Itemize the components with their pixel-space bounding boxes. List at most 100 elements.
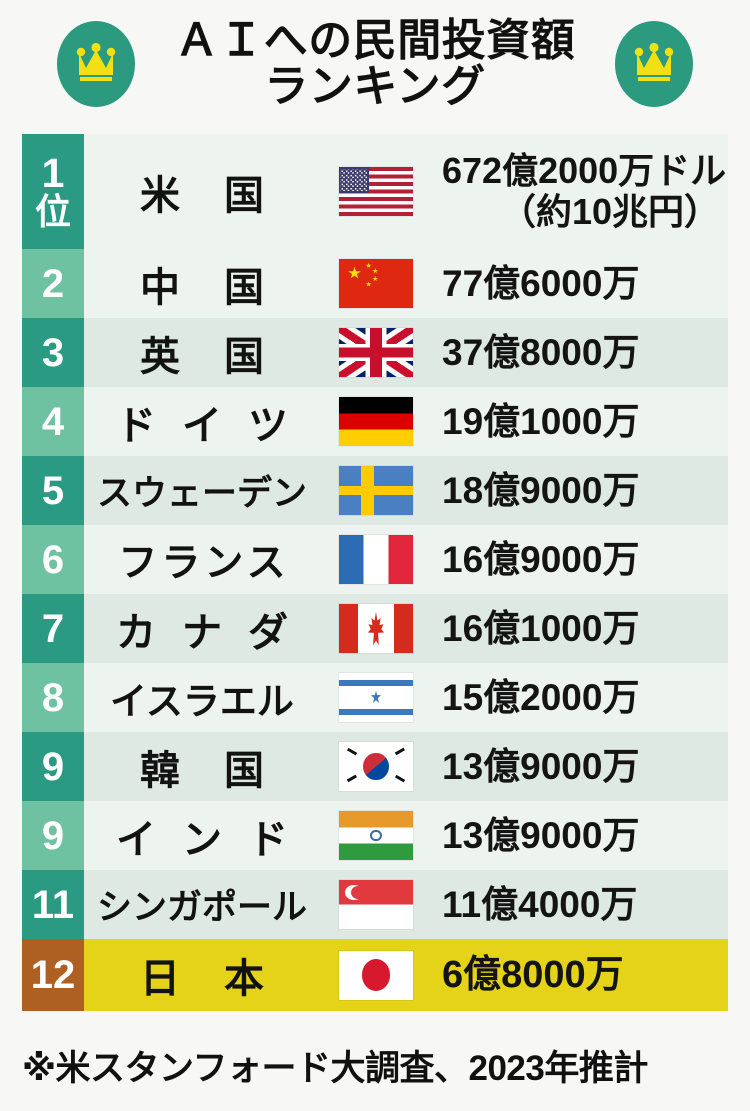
source-note: ※米スタンフォード大調査、2023年推計 (22, 1049, 648, 1088)
amount-cell: 15億2000万 (432, 663, 728, 732)
rank-number: 9 (41, 744, 65, 789)
rank-number: 2 (41, 261, 65, 306)
table-row: 9 インド 13億9000万 (22, 801, 728, 870)
country-name: 日本 (140, 957, 308, 1001)
flag-south-korea-icon (339, 742, 413, 791)
flag-cell (320, 801, 432, 870)
amount-cell: 77億6000万 (432, 249, 728, 318)
flag-israel-icon (339, 673, 413, 722)
amount-cell: 37億8000万 (432, 318, 728, 387)
table-row: 3 英国 37億8000万 (22, 318, 728, 387)
flag-india-icon (339, 811, 413, 860)
rank-badge: 6 (22, 525, 84, 594)
country-name: ドイツ (116, 403, 314, 448)
rank-badge: 5 (22, 456, 84, 525)
amount-value: 11億4000万 (442, 883, 638, 925)
flag-cell (320, 134, 432, 249)
rank-badge: 4 (22, 387, 84, 456)
flag-france-icon (339, 535, 413, 584)
rank-number: 8 (41, 675, 65, 720)
rank-number: 9 (41, 813, 65, 858)
amount-value: 15億2000万 (442, 676, 640, 718)
crown-icon-left (57, 21, 135, 107)
country-name: インド (116, 817, 314, 862)
flag-china-icon (339, 259, 413, 308)
table-row: 2 中国 77億6000万 (22, 249, 728, 318)
rank-number: 5 (41, 468, 65, 513)
amount-cell: 18億9000万 (432, 456, 728, 525)
amount-value: 16億9000万 (442, 538, 640, 580)
flag-singapore-icon (339, 880, 413, 929)
rank-number: 12 (30, 953, 76, 997)
table-row: 8 イスラエル 15億2000万 (22, 663, 728, 732)
country-name: シンガポール (96, 888, 307, 927)
rank-number: 11 (31, 882, 75, 927)
amount-cell: 19億1000万 (432, 387, 728, 456)
table-row: 4 ドイツ 19億1000万 (22, 387, 728, 456)
flag-united-states-icon (339, 167, 413, 216)
flag-cell (320, 870, 432, 939)
table-row-highlighted: 12 日本 6億8000万 (22, 939, 728, 1011)
rank-number: 4 (41, 399, 65, 444)
flag-sweden-icon (339, 466, 413, 515)
flag-germany-icon (339, 397, 413, 446)
rank-badge: 11 (22, 870, 84, 939)
country-name: 中国 (140, 265, 308, 310)
amount-subvalue: （約10兆円） (499, 190, 720, 232)
title-line-2: ランキング (264, 62, 486, 111)
flag-cell (320, 456, 432, 525)
rank-suffix: 位 (34, 191, 71, 232)
flag-canada-icon (339, 604, 413, 653)
amount-value: 6億8000万 (442, 953, 624, 996)
amount-cell: 11億4000万 (432, 870, 728, 939)
flag-cell (320, 939, 432, 1011)
amount-value: 672億2000万ドル (442, 150, 727, 192)
amount-value: 37億8000万 (442, 331, 640, 373)
table-row: 7 カナダ 16億1000万 (22, 594, 728, 663)
table-row: 11 シンガポール 11億4000万 (22, 870, 728, 939)
ranking-table: 1 位 米国 672億2000万ドル （約10兆円） 2 中国 (22, 134, 728, 1011)
amount-cell: 16億1000万 (432, 594, 728, 663)
flag-cell (320, 318, 432, 387)
country-name: 米国 (140, 173, 308, 218)
flag-cell (320, 732, 432, 801)
amount-value: 18億9000万 (442, 469, 640, 511)
flag-cell (320, 663, 432, 732)
flag-cell (320, 387, 432, 456)
rank-badge: 12 (22, 939, 84, 1011)
country-name: 韓国 (140, 748, 308, 793)
header: ＡＩへの民間投資額 ランキング (0, 0, 750, 128)
flag-cell (320, 594, 432, 663)
rank-badge: 9 (22, 801, 84, 870)
rank-badge: 9 (22, 732, 84, 801)
rank-badge: 3 (22, 318, 84, 387)
country-name: イスラエル (110, 680, 294, 722)
table-row: 9 韓国 13億9000万 (22, 732, 728, 801)
rank-number: 3 (41, 330, 65, 375)
rank-number: 6 (41, 537, 65, 582)
title-line-1: ＡＩへの民間投資額 (174, 16, 576, 66)
amount-cell: 13億9000万 (432, 801, 728, 870)
flag-japan-icon (339, 950, 413, 1000)
amount-cell: 16億9000万 (432, 525, 728, 594)
rank-badge: 7 (22, 594, 84, 663)
amount-value: 13億9000万 (442, 814, 640, 856)
country-name: カナダ (116, 610, 314, 655)
flag-cell (320, 249, 432, 318)
amount-value: 77億6000万 (442, 262, 640, 304)
amount-cell: 672億2000万ドル （約10兆円） (432, 134, 728, 249)
rank-number: 1 (41, 150, 65, 196)
amount-cell: 13億9000万 (432, 732, 728, 801)
amount-value: 13億9000万 (442, 745, 640, 787)
table-row: 1 位 米国 672億2000万ドル （約10兆円） (22, 134, 728, 249)
amount-cell: 6億8000万 (432, 939, 728, 1011)
amount-value: 16億1000万 (442, 607, 640, 649)
flag-united-kingdom-icon (339, 328, 413, 377)
country-name: 英国 (140, 334, 308, 379)
table-row: 6 フランス 16億9000万 (22, 525, 728, 594)
rank-number: 7 (41, 606, 65, 651)
rank-badge: 1 位 (22, 134, 84, 249)
amount-value: 19億1000万 (442, 400, 640, 442)
table-row: 5 スウェーデン 18億9000万 (22, 456, 728, 525)
